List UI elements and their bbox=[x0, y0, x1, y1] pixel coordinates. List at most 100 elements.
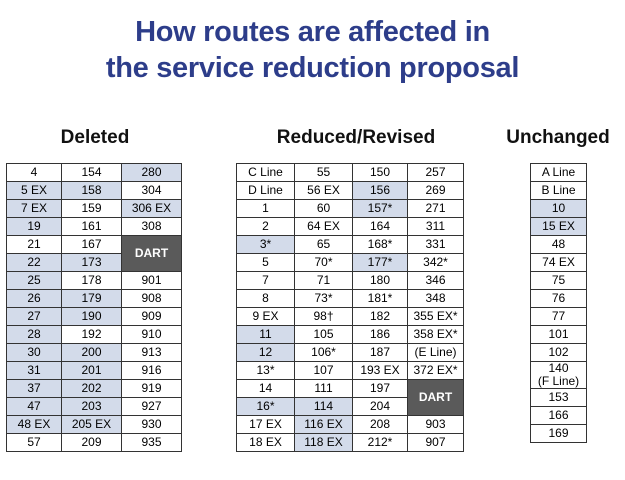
route-cell: 71 bbox=[294, 271, 353, 290]
route-cell: 910 bbox=[121, 325, 182, 344]
route-cell: 177* bbox=[352, 253, 408, 272]
table-row: 75 bbox=[530, 271, 587, 290]
route-cell: C Line bbox=[236, 163, 295, 182]
route-cell: 909 bbox=[121, 307, 182, 326]
table-row: 77 bbox=[530, 307, 587, 326]
route-cell: 3* bbox=[236, 235, 295, 254]
route-cell: 18 EX bbox=[236, 433, 295, 452]
route-cell: 159 bbox=[61, 199, 122, 218]
route-cell: 1 bbox=[236, 199, 295, 218]
table-row: 9 EX 98† 182 355 EX* bbox=[236, 307, 464, 326]
route-cell: 166 bbox=[530, 406, 587, 425]
route-cell: 903 bbox=[407, 415, 464, 434]
table-row: 19 161 308 bbox=[6, 217, 182, 236]
route-cell: 9 EX bbox=[236, 307, 295, 326]
route-cell: 919 bbox=[121, 379, 182, 398]
route-cell: (E Line) bbox=[407, 343, 464, 362]
route-cell: 342* bbox=[407, 253, 464, 272]
route-cell: 280 bbox=[121, 163, 182, 182]
table-row: 3* 65 168* 331 bbox=[236, 235, 464, 254]
reduced-heading: Reduced/Revised bbox=[276, 127, 436, 148]
table-row: 102 bbox=[530, 343, 587, 362]
table-row: 76 bbox=[530, 289, 587, 308]
route-cell: 916 bbox=[121, 361, 182, 380]
table-row: 153 bbox=[530, 388, 587, 407]
route-cell: 27 bbox=[6, 307, 62, 326]
route-cell: 105 bbox=[294, 325, 353, 344]
route-cell: 358 EX* bbox=[407, 325, 464, 344]
route-cell: 76 bbox=[530, 289, 587, 308]
route-cell: 17 EX bbox=[236, 415, 295, 434]
route-cell: 56 EX bbox=[294, 181, 353, 200]
table-row: 48 bbox=[530, 235, 587, 254]
route-cell: 57 bbox=[6, 433, 62, 452]
route-cell: 193 EX bbox=[352, 361, 408, 380]
route-cell: 140 (F Line) bbox=[530, 361, 587, 389]
route-cell: 181* bbox=[352, 289, 408, 308]
route-cell: 308 bbox=[121, 217, 182, 236]
route-cell: 173 bbox=[61, 253, 122, 272]
route-cell: 372 EX* bbox=[407, 361, 464, 380]
route-cell: 269 bbox=[407, 181, 464, 200]
route-cell: 101 bbox=[530, 325, 587, 344]
dart-cell: DART bbox=[121, 235, 182, 272]
route-cell: 8 bbox=[236, 289, 295, 308]
table-row: 16* 114 204 bbox=[236, 397, 464, 416]
route-cell: 26 bbox=[6, 289, 62, 308]
table-row: 26 179 908 bbox=[6, 289, 182, 308]
route-cell: D Line bbox=[236, 181, 295, 200]
route-cell: 208 bbox=[352, 415, 408, 434]
route-cell: 4 bbox=[6, 163, 62, 182]
route-cell: 908 bbox=[121, 289, 182, 308]
table-row: 4 154 280 bbox=[6, 163, 182, 182]
route-cell: 157* bbox=[352, 199, 408, 218]
route-cell: 204 bbox=[352, 397, 408, 416]
route-cell: 167 bbox=[61, 235, 122, 254]
table-row: A Line bbox=[530, 163, 587, 182]
table-row: 21 167 DART bbox=[6, 235, 182, 272]
route-cell: 2 bbox=[236, 217, 295, 236]
route-cell: 11 bbox=[236, 325, 295, 344]
route-cell: 355 EX* bbox=[407, 307, 464, 326]
route-cell: 201 bbox=[61, 361, 122, 380]
table-row: 15 EX bbox=[530, 217, 587, 236]
route-cell: 10 bbox=[530, 199, 587, 218]
page-title: How routes are affected in the service r… bbox=[0, 14, 625, 86]
title-line-2: the service reduction proposal bbox=[105, 52, 520, 84]
table-row: B Line bbox=[530, 181, 587, 200]
deleted-table: 4 154 280 5 EX 158 304 7 EX 159 306 EX 19 161 30… bbox=[6, 163, 182, 452]
route-cell: 212* bbox=[352, 433, 408, 452]
route-cell: 25 bbox=[6, 271, 62, 290]
route-cell: 107 bbox=[294, 361, 353, 380]
route-cell: 913 bbox=[121, 343, 182, 362]
route-cell: 197 bbox=[352, 379, 408, 398]
route-cell: 37 bbox=[6, 379, 62, 398]
route-cell: 106* bbox=[294, 343, 353, 362]
route-cell: 311 bbox=[407, 217, 464, 236]
route-cell: 14 bbox=[236, 379, 295, 398]
route-cell: 48 bbox=[530, 235, 587, 254]
route-cell: 192 bbox=[61, 325, 122, 344]
route-cell: 927 bbox=[121, 397, 182, 416]
route-cell: 153 bbox=[530, 388, 587, 407]
table-row: 74 EX bbox=[530, 253, 587, 272]
title-line-1: How routes are affected in bbox=[135, 16, 490, 48]
route-cell: B Line bbox=[530, 181, 587, 200]
route-cell: 257 bbox=[407, 163, 464, 182]
route-cell: 98† bbox=[294, 307, 353, 326]
table-row: 7 71 180 346 bbox=[236, 271, 464, 290]
route-cell: A Line bbox=[530, 163, 587, 182]
route-cell: 164 bbox=[352, 217, 408, 236]
route-cell: 930 bbox=[121, 415, 182, 434]
route-cell: 31 bbox=[6, 361, 62, 380]
route-cell: 47 bbox=[6, 397, 62, 416]
table-row: 12 106* 187 (E Line) bbox=[236, 343, 464, 362]
route-cell: 158 bbox=[61, 181, 122, 200]
route-cell: 348 bbox=[407, 289, 464, 308]
route-cell: 200 bbox=[61, 343, 122, 362]
route-cell: 331 bbox=[407, 235, 464, 254]
route-cell: 5 bbox=[236, 253, 295, 272]
route-cell: 7 EX bbox=[6, 199, 62, 218]
route-cell: 73* bbox=[294, 289, 353, 308]
route-cell: 114 bbox=[294, 397, 353, 416]
